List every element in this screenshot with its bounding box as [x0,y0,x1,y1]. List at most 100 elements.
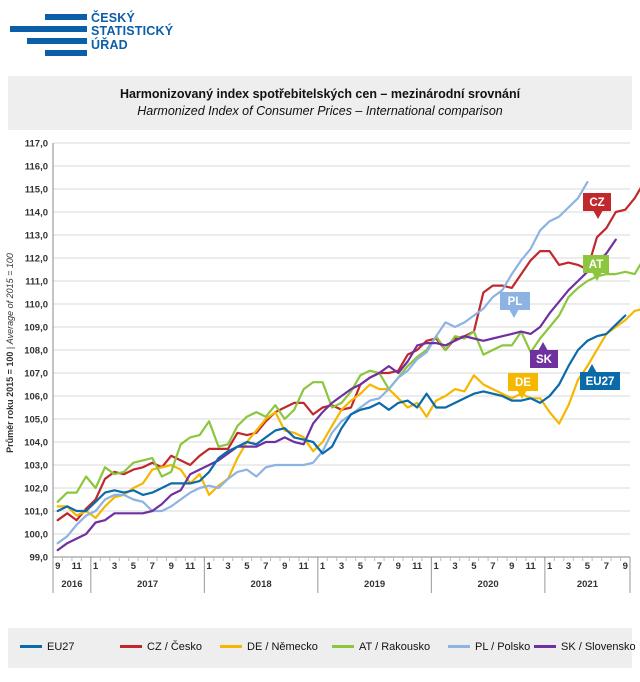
series-tag-pointer [592,272,602,281]
y-tick-label: 105,0 [24,415,48,426]
x-tick-label: 7 [263,561,268,572]
series-tag-label: CZ [589,197,604,209]
y-tick-label: 101,0 [24,507,48,518]
series-tag-pointer [509,309,519,318]
series-line-sk [56,238,617,552]
series-tag-box [500,292,530,310]
x-tick-label: 5 [358,561,364,572]
x-tick-label: 5 [585,561,591,572]
x-tick-label: 7 [604,561,609,572]
x-tick-label: 3 [566,561,571,572]
legend-swatch [120,644,142,648]
y-tick-label: 114,0 [25,208,48,219]
x-tick-label: 3 [225,561,230,572]
x-tick-label: 1 [320,561,326,572]
series-tag-box [583,193,611,211]
series-tag-pointer [517,390,527,399]
x-tick-label: 9 [509,561,514,572]
chart-subtitle: Harmonized Index of Consumer Prices – In… [137,104,503,118]
year-label: 2018 [251,579,272,590]
y-tick-label: 111,0 [25,277,48,288]
chart-title: Harmonizovaný index spotřebitelských cen… [119,87,521,101]
y-tick-label: 104,0 [24,438,48,449]
series-tag-pointer [587,364,597,373]
series-tag-label: AT [589,259,603,271]
logo-line: ČESKÝ [91,11,136,25]
logo [10,14,185,56]
y-tick-label: 109,0 [24,323,48,334]
legend-swatch [534,644,556,648]
y-tick-label: 115,0 [25,185,48,196]
series-tag-pointer [538,342,548,351]
y-tick-label: 107,0 [24,369,48,380]
legend-item-pl: PL / Polsko [448,641,530,653]
legend-item-eu27: EU27 [20,641,75,653]
legend-item-cz: CZ / Česko [120,641,202,653]
legend-label: EU27 [47,641,75,653]
x-tick-label: 3 [339,561,344,572]
series-line-cz [56,187,640,522]
series-tag-label: EU27 [586,376,615,388]
legend-swatch [20,644,42,648]
y-tick-label: 110,0 [25,300,48,311]
y-tick-label: 106,0 [24,392,48,403]
logo-mark-icon [10,14,87,56]
x-tick-label: 11 [185,561,196,572]
y-tick-label: 117,0 [25,139,48,150]
x-tick-label: 7 [377,561,382,572]
legend-label: PL / Polsko [475,641,531,653]
series-tag-box [508,373,538,391]
y-tick-label: 103,0 [24,461,48,472]
legend-label: AT / Rakousko [359,641,431,653]
series-tag-label: DE [515,377,531,389]
y-tick-label: 112,0 [25,254,48,265]
legend-item-sk: SK / Slovensko [534,641,636,653]
series-tag-label: SK [536,354,553,366]
series-tag-box [580,372,620,390]
series-tag-label: PL [508,296,523,308]
y-tick-label: 108,0 [24,346,48,357]
line-chart: 99,0 100,0 101,0 102,0 103,0 104,0 105,0 106,0 1… [24,139,640,593]
year-label: 2017 [137,579,158,590]
x-tick-label: 9 [55,561,60,572]
chart-title-box: Harmonizovaný index spotřebitelských cen… [8,76,632,130]
x-tick-label: 9 [396,561,401,572]
logo-text: ČESKÝ STATISTICKÝ ÚŘAD [91,11,174,52]
y-tick-label: 113,0 [25,231,48,242]
year-label: 2020 [478,579,499,590]
x-tick-label: 7 [490,561,495,572]
series-tag-box [530,350,558,368]
y-tick-label: 102,0 [24,484,48,495]
y-tick-label: 116,0 [25,162,48,173]
x-tick-label: 5 [244,561,250,572]
legend: EU27 CZ / Česko DE / Německo AT / Rakous… [8,628,636,668]
legend-label: SK / Slovensko [561,641,636,653]
year-label: 2021 [577,579,599,590]
x-tick-label: 11 [526,561,537,572]
x-tick-label: 1 [93,561,99,572]
legend-swatch [448,644,470,648]
legend-swatch [332,644,354,648]
legend-label: DE / Německo [247,641,318,653]
series-tag-box [583,255,609,273]
x-tick-label: 5 [471,561,477,572]
legend-swatch [220,644,242,648]
series-line-pl [56,180,589,545]
x-tick-label: 11 [412,561,423,572]
x-tick-label: 1 [206,561,212,572]
y-tick-label: 99,0 [30,553,49,564]
x-tick-label: 3 [112,561,117,572]
series-line-eu27 [56,314,627,513]
x-tick-label: 3 [452,561,457,572]
series-line-de [56,308,640,519]
x-tick-label: 11 [72,561,83,572]
x-tick-label: 5 [131,561,137,572]
logo-line: STATISTICKÝ [91,24,174,39]
x-tick-label: 1 [547,561,553,572]
logo-line: ÚŘAD [91,37,128,52]
x-tick-label: 9 [169,561,174,572]
legend-item-at: AT / Rakousko [332,641,430,653]
year-label: 2016 [61,579,82,590]
year-label: 2019 [364,579,385,590]
series-line-at [56,262,640,503]
